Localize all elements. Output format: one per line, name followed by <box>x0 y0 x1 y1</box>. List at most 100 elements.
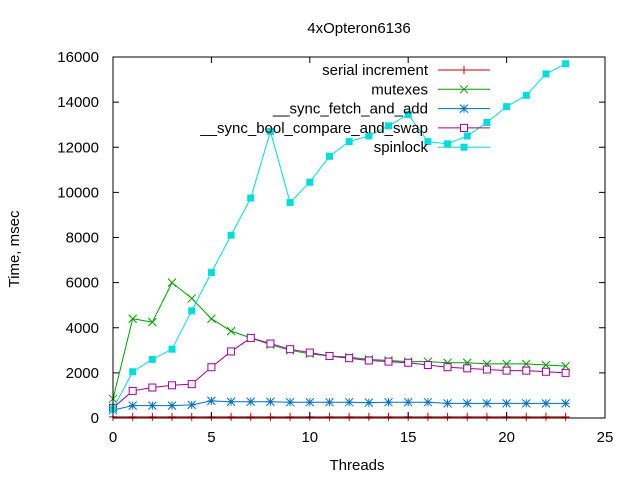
data-point <box>148 401 157 410</box>
data-point <box>483 118 491 126</box>
data-point <box>561 412 570 421</box>
data-point <box>502 359 511 369</box>
data-point <box>285 397 295 407</box>
data-point <box>345 354 354 363</box>
data-point <box>305 397 315 407</box>
data-point <box>325 412 334 421</box>
legend-swatch-marker <box>459 84 469 94</box>
data-point <box>522 91 530 99</box>
data-point <box>306 178 314 186</box>
data-point <box>305 348 314 357</box>
axes-layer: 0 5 10 15 20 25 0 2000 4000 6000 8000 10000 12000 140… <box>57 49 613 446</box>
data-point <box>561 361 570 371</box>
y-tick-label: 0 <box>91 410 99 427</box>
y-tick-label: 12000 <box>57 139 99 156</box>
data-point <box>148 355 156 363</box>
data-point <box>168 381 177 390</box>
data-point <box>522 366 531 375</box>
data-point <box>266 339 275 348</box>
data-point <box>246 333 255 342</box>
data-point <box>482 412 491 421</box>
data-point <box>423 412 432 421</box>
data-point <box>443 412 452 421</box>
data-point <box>226 397 236 407</box>
data-point <box>266 412 275 421</box>
legend-swatch-marker <box>460 66 468 74</box>
data-point <box>384 412 393 421</box>
legend-label: __sync_fetch_and_add <box>272 101 428 118</box>
data-point <box>187 294 197 303</box>
data-point <box>541 398 551 408</box>
data-point <box>482 398 492 408</box>
data-point <box>246 412 255 421</box>
legend: serial increment mutexes __sync_fetch_and_… <box>199 62 490 156</box>
data-point <box>128 401 138 410</box>
y-axis-label: Time, msec <box>6 210 23 287</box>
data-point <box>345 412 354 421</box>
data-point <box>364 412 373 421</box>
data-point <box>384 357 393 366</box>
legend-label: serial increment <box>322 62 429 79</box>
data-point <box>561 368 570 377</box>
data-point <box>207 396 216 406</box>
legend-entry: mutexes <box>371 81 490 98</box>
data-point <box>148 412 157 421</box>
data-point <box>561 398 570 408</box>
y-tick-label: 16000 <box>57 49 99 66</box>
data-point <box>128 386 137 395</box>
x-tick-label: 15 <box>400 429 417 446</box>
series-layer <box>108 60 570 421</box>
legend-entry: __sync_fetch_and_add <box>272 101 490 118</box>
data-point <box>246 397 256 407</box>
data-point <box>384 397 393 407</box>
data-point <box>325 397 334 407</box>
data-point <box>502 366 511 375</box>
data-point <box>344 397 354 407</box>
y-tick-label: 4000 <box>66 320 99 337</box>
x-tick-label: 20 <box>498 429 515 446</box>
y-tick-label: 2000 <box>66 365 99 382</box>
x-tick-label: 0 <box>109 429 117 446</box>
data-point <box>128 412 137 421</box>
y-tick-label: 10000 <box>57 184 99 201</box>
data-point <box>266 397 275 407</box>
data-point <box>443 363 452 372</box>
data-point <box>463 364 472 373</box>
data-point <box>187 380 196 389</box>
y-tick-label: 6000 <box>66 275 99 292</box>
data-point <box>404 358 413 367</box>
legend-label: spinlock <box>374 139 429 156</box>
data-point <box>207 363 216 372</box>
data-point <box>502 398 511 408</box>
data-point <box>521 398 531 408</box>
x-axis-label: Threads <box>329 457 384 474</box>
data-point <box>482 365 491 374</box>
series-2 <box>108 396 570 415</box>
x-tick-label: 10 <box>301 429 318 446</box>
chart-title: 4xOpteron6136 <box>307 20 410 37</box>
data-point <box>522 412 531 421</box>
data-point <box>542 70 550 78</box>
y-tick-label: 14000 <box>57 94 99 111</box>
data-point <box>187 412 196 421</box>
data-point <box>443 398 452 408</box>
data-point <box>423 397 433 407</box>
legend-label: __sync_bool_compare_and_swap <box>199 120 428 137</box>
legend-entry: spinlock <box>374 139 490 156</box>
data-point <box>365 132 373 140</box>
data-point <box>227 347 236 356</box>
data-point <box>207 314 216 324</box>
data-point <box>541 412 550 421</box>
data-point <box>541 367 550 376</box>
data-point <box>462 398 472 408</box>
x-tick-label: 25 <box>597 429 614 446</box>
series-4 <box>109 60 570 413</box>
data-point <box>128 314 138 324</box>
data-point <box>521 359 531 369</box>
data-point <box>403 397 413 407</box>
data-point <box>562 60 570 68</box>
data-point <box>207 268 215 276</box>
data-point <box>463 132 471 140</box>
data-point <box>404 111 412 119</box>
